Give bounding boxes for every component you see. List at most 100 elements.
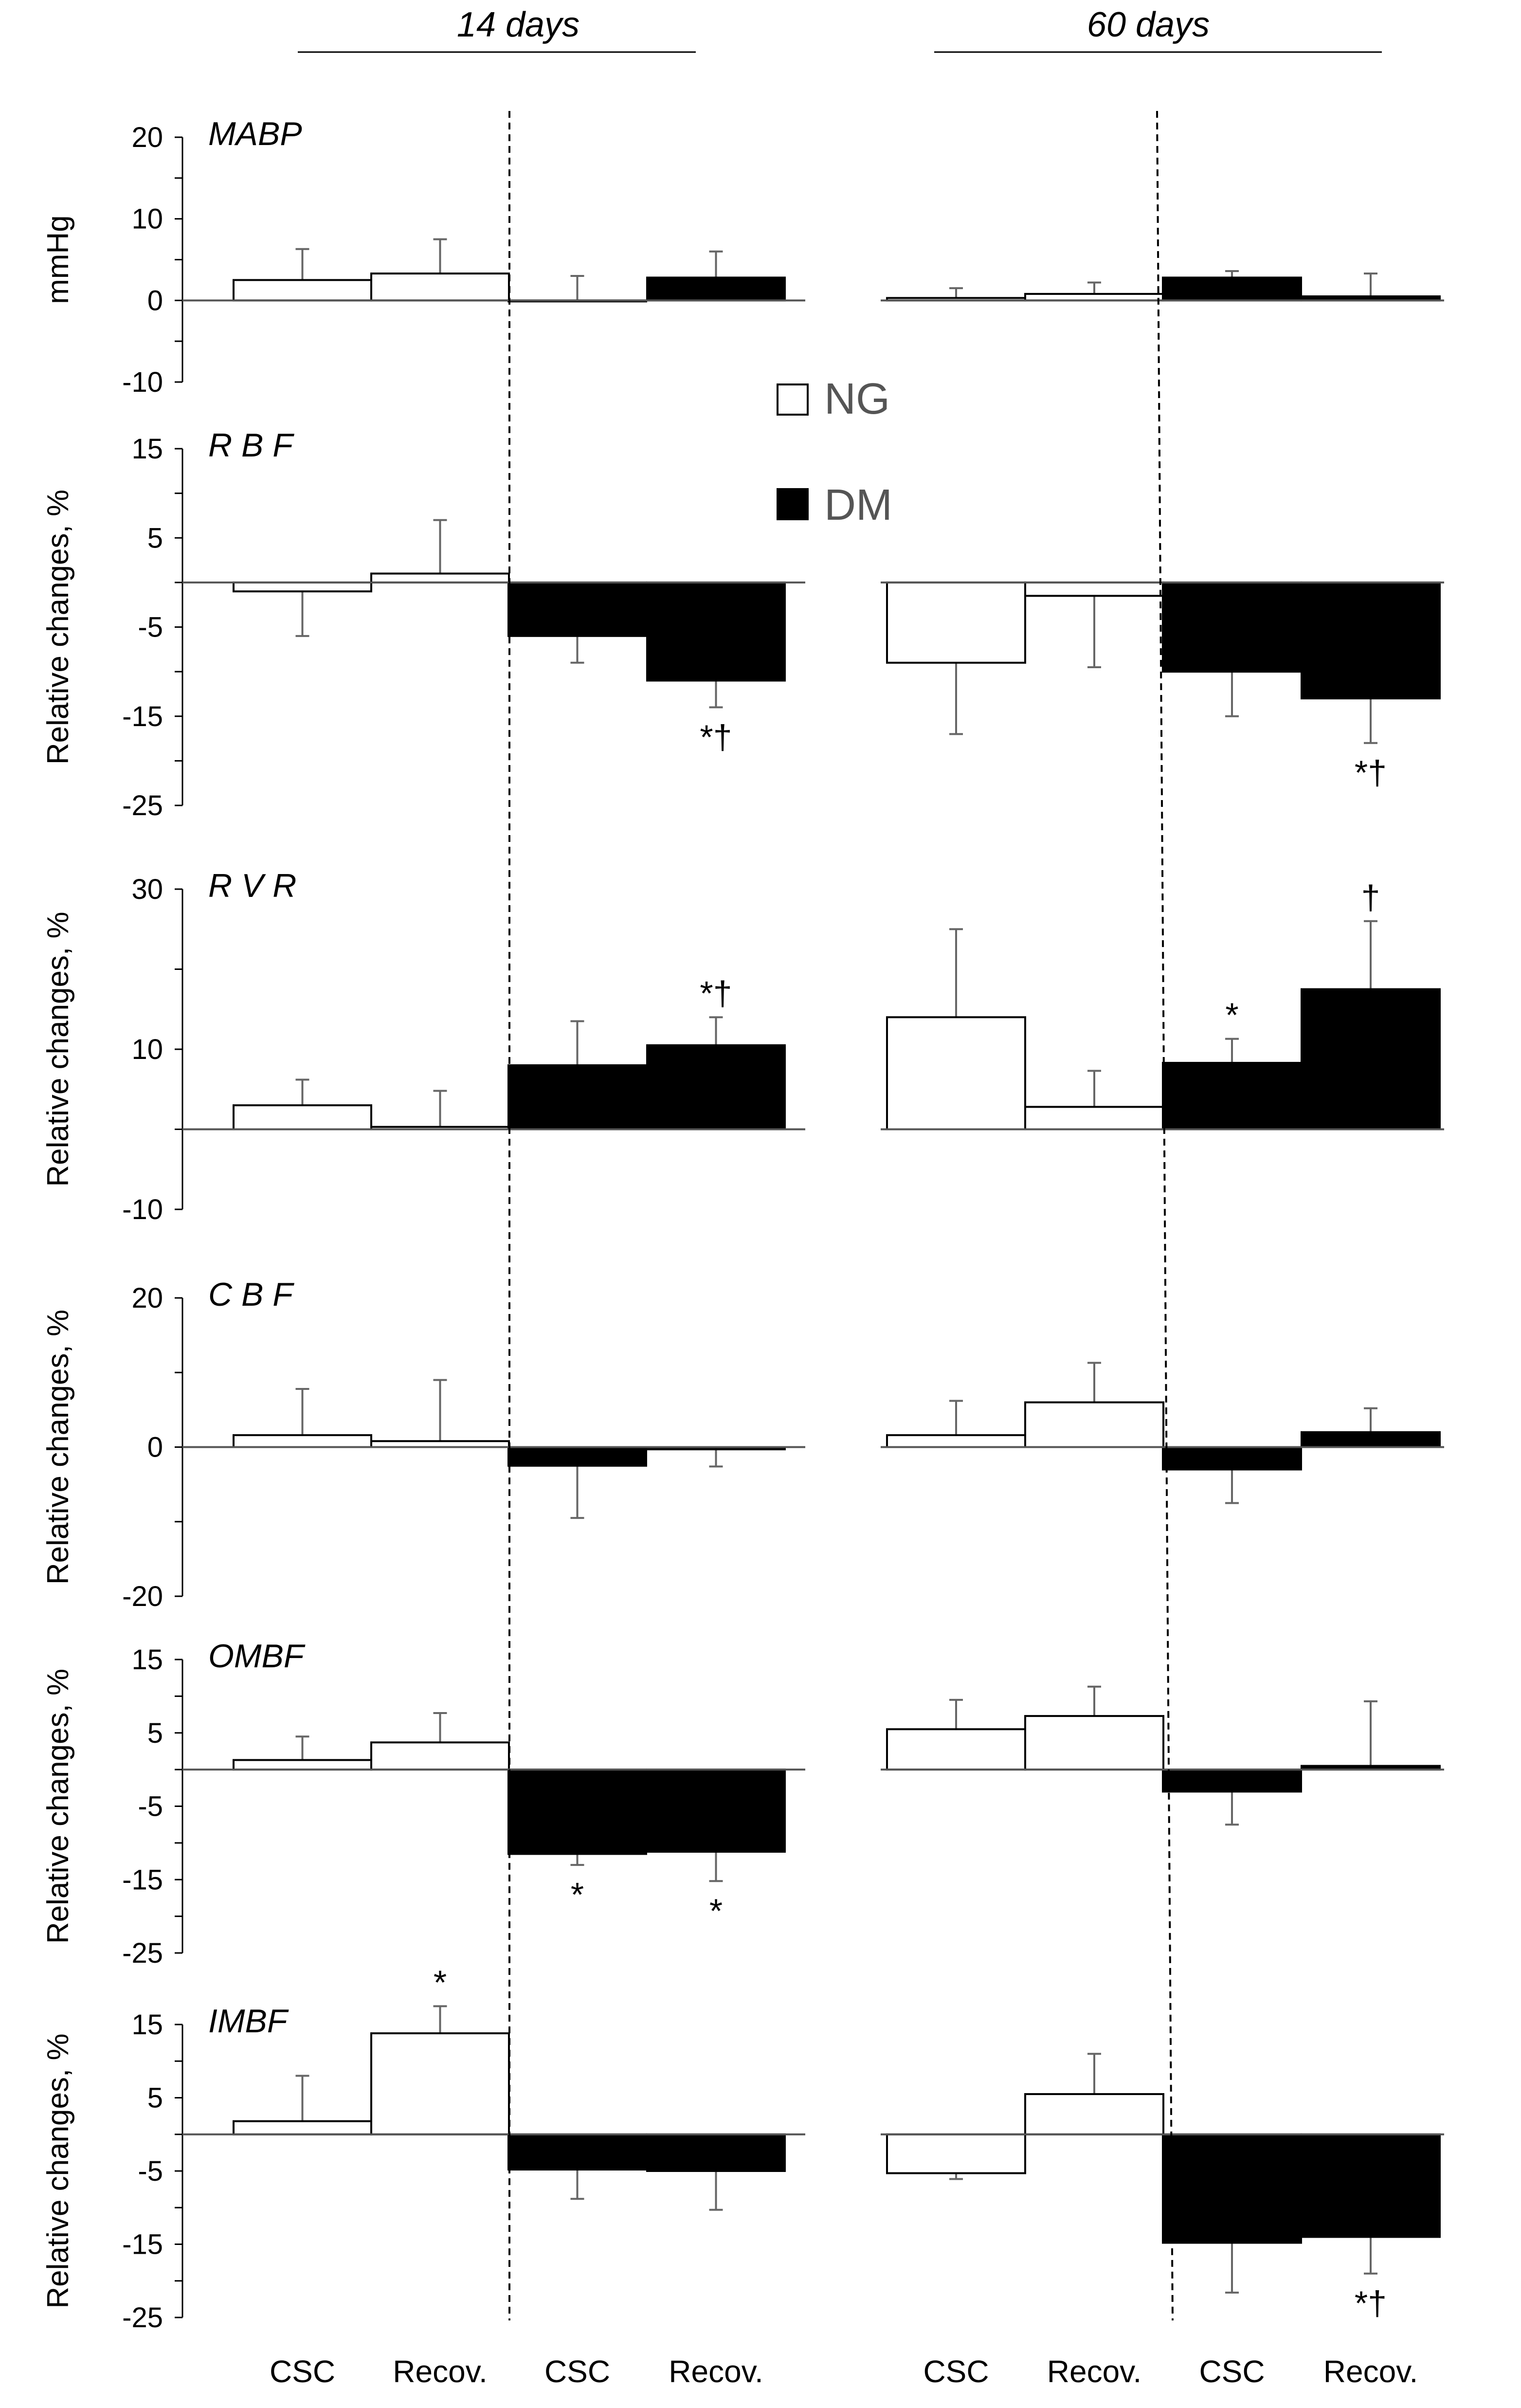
group-headers: 14 days 60 days (298, 5, 1382, 53)
y-tick-label: -5 (138, 612, 163, 643)
bar-dm-csc (507, 581, 647, 637)
bar-ng-csc (233, 1434, 372, 1448)
y-tick-label: -15 (122, 2229, 163, 2261)
panel-imbf: 15 5 -5 -15 -25 Relative changes, % IMBF * *† (41, 1963, 1444, 2334)
bar-ng-csc (886, 581, 1026, 664)
bar-dm-csc (507, 1446, 647, 1467)
bar-ng-recov (1024, 2093, 1164, 2135)
significance-mark: * (571, 1876, 584, 1914)
legend: NG DM (777, 375, 892, 529)
bar-ng-recov (370, 1741, 510, 1771)
legend-ng-swatch (777, 383, 809, 416)
significance-mark: * (1225, 996, 1238, 1034)
bar-ng-recov (1024, 1715, 1164, 1771)
y-tick-label: -25 (122, 1937, 163, 1969)
x-category-label: CSC (544, 2354, 610, 2389)
y-axis-label: Relative changes, % (41, 490, 75, 765)
bar-dm-csc (1162, 1061, 1302, 1131)
bar-dm-recov (1301, 581, 1441, 700)
bar-dm-recov (646, 1769, 786, 1853)
bar-ng-recov (370, 273, 510, 302)
bar-dm-csc (1162, 581, 1302, 673)
x-category-label: CSC (270, 2354, 335, 2389)
x-category-label: Recov. (1047, 2354, 1141, 2389)
y-tick-label: -5 (138, 1791, 163, 1823)
panel-title: C B F (208, 1276, 294, 1313)
legend-ng-label: NG (824, 375, 890, 423)
y-tick-label: -15 (122, 1864, 163, 1896)
panel-title: R V R (208, 867, 296, 904)
y-tick-label: 0 (147, 285, 163, 316)
bar-ng-csc (233, 279, 372, 302)
legend-dm-swatch (777, 488, 809, 520)
y-tick-label: -25 (122, 2302, 163, 2334)
significance-mark: * (709, 1892, 723, 1930)
x-category-label: Recov. (1323, 2354, 1418, 2389)
y-axis-label: Relative changes, % (41, 1669, 75, 1944)
bar-ng-recov (370, 2032, 510, 2135)
y-tick-label: -20 (122, 1581, 163, 1612)
panel-title: R B F (208, 427, 294, 464)
y-axis-label: Relative changes, % (41, 912, 75, 1186)
bar-dm-recov (646, 581, 786, 682)
x-category-labels: CSC Recov. CSC Recov. CSC Recov. CSC Recov. (270, 2354, 1418, 2389)
y-tick-label: -5 (138, 2155, 163, 2187)
bar-ng-csc (886, 2133, 1026, 2174)
bar-dm-csc (1162, 1769, 1302, 1793)
divider-60-days (1156, 110, 1174, 2321)
panel-title: OMBF (208, 1638, 306, 1675)
y-tick-label: 20 (131, 1282, 163, 1314)
bar-dm-recov (646, 1044, 786, 1131)
y-tick-label: -25 (122, 790, 163, 821)
significance-mark: * (434, 1963, 447, 2001)
y-axis-label: mmHg (41, 215, 75, 304)
bar-ng-recov (370, 572, 510, 584)
bar-dm-recov (1301, 1431, 1441, 1448)
y-tick-label: 30 (131, 874, 163, 905)
y-tick-label: 5 (147, 2082, 163, 2114)
panel-title: MABP (208, 115, 302, 152)
bar-dm-recov (646, 2133, 786, 2172)
bar-ng-csc (886, 1434, 1026, 1448)
bar-ng-recov (1024, 581, 1164, 597)
significance-mark: *† (1355, 2284, 1387, 2322)
significance-mark: *† (1355, 754, 1387, 792)
x-category-label: Recov. (669, 2354, 763, 2389)
bar-dm-csc (507, 1769, 647, 1855)
significance-mark: *† (700, 974, 732, 1012)
panel-mabp: 20 10 0 -10 mmHg MABP (41, 115, 1444, 398)
bar-ng-recov (1024, 1106, 1164, 1131)
y-tick-label: -15 (122, 701, 163, 732)
bar-ng-csc (233, 1104, 372, 1131)
bar-ng-csc (233, 1759, 372, 1771)
bar-ng-csc (233, 2120, 372, 2135)
panel-rbf: 15 5 -5 -15 -25 Relative changes, % R B F *† *† (41, 427, 1444, 821)
y-tick-label: 15 (131, 1644, 163, 1676)
bar-dm-csc (507, 2133, 647, 2171)
bar-dm-csc (1162, 276, 1302, 302)
y-tick-label: 5 (147, 522, 163, 554)
significance-mark: † (1361, 878, 1380, 916)
bar-ng-recov (1024, 1401, 1164, 1448)
y-tick-label: 10 (131, 1034, 163, 1065)
y-tick-label: 20 (131, 122, 163, 153)
y-tick-label: -10 (122, 366, 163, 398)
bar-dm-recov (646, 276, 786, 302)
bar-dm-csc (1162, 1446, 1302, 1471)
panel-title: IMBF (208, 2003, 289, 2040)
bar-ng-csc (886, 1016, 1026, 1131)
y-tick-label: -10 (122, 1194, 163, 1225)
y-tick-label: 0 (147, 1432, 163, 1463)
group-title-14-days: 14 days (457, 5, 579, 44)
y-axis-label: Relative changes, % (41, 1310, 75, 1585)
bar-ng-csc (233, 581, 372, 593)
significance-mark: *† (700, 718, 732, 756)
legend-dm-label: DM (824, 481, 892, 529)
bar-dm-csc (1162, 2133, 1302, 2244)
panel-ombf: 15 5 -5 -15 -25 Relative changes, % OMBF * * (41, 1638, 1444, 1969)
x-category-label: Recov. (393, 2354, 487, 2389)
bar-dm-csc (507, 1064, 647, 1131)
y-tick-label: 15 (131, 433, 163, 465)
